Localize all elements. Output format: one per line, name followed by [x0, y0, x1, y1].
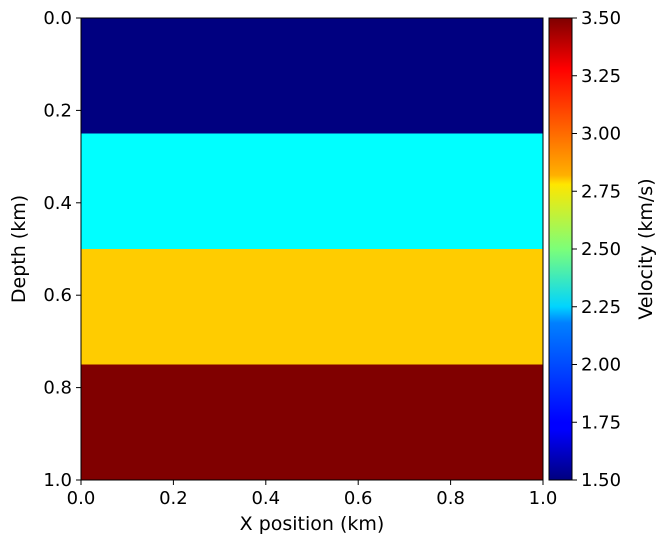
velocity-layer-1	[81, 18, 543, 134]
colorbar-tick-label: 2.75	[581, 181, 621, 202]
plot-frame	[80, 17, 544, 481]
colorbar-tick-label: 3.50	[581, 8, 621, 29]
x-axis-label: X position (km)	[240, 513, 385, 535]
y-tick-label: 0.2	[43, 100, 72, 121]
colorbar-tick-label: 3.25	[581, 66, 621, 87]
x-tick-label: 0.4	[251, 488, 280, 509]
velocity-layer-2	[81, 133, 543, 249]
y-tick-label: 0.8	[43, 378, 72, 399]
colorbar-tick-label: 3.00	[581, 124, 621, 145]
y-tick-label: 1.0	[43, 470, 72, 491]
y-tick-label: 0.0	[43, 8, 72, 29]
colorbar-gradient	[548, 17, 573, 481]
velocity-layer-3	[81, 249, 543, 365]
colorbar-tick-label: 1.50	[581, 470, 621, 491]
x-tick-label: 0.0	[67, 488, 96, 509]
x-tick-label: 0.2	[159, 488, 188, 509]
y-axis-label: Depth (km)	[8, 195, 30, 303]
colorbar-tick-label: 2.00	[581, 355, 621, 376]
x-tick-label: 0.8	[436, 488, 465, 509]
velocity-layers	[81, 18, 543, 480]
colorbar-tick-label: 2.25	[581, 297, 621, 318]
velocity-layer-4	[81, 364, 543, 480]
y-tick-label: 0.4	[43, 193, 72, 214]
x-tick-label: 1.0	[529, 488, 558, 509]
y-axis: 0.0 0.2 0.4 0.6 0.8 1.0	[43, 8, 81, 491]
colorbar-axis: 1.50 1.75 2.00 2.25 2.50 2.75 3.00 3.25 3.50	[572, 8, 621, 491]
x-tick-label: 0.6	[344, 488, 373, 509]
colorbar-tick-label: 1.75	[581, 412, 621, 433]
colorbar-label: Velocity (km/s)	[635, 178, 657, 319]
x-axis: 0.0 0.2 0.4 0.6 0.8 1.0	[67, 480, 558, 509]
y-tick-label: 0.6	[43, 285, 72, 306]
colorbar-tick-label: 2.50	[581, 239, 621, 260]
